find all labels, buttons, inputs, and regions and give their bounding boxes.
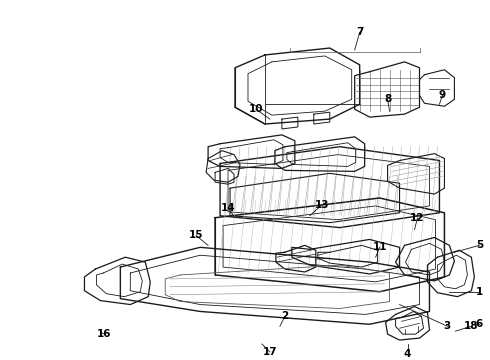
Text: 13: 13	[315, 200, 329, 210]
Text: 4: 4	[404, 349, 411, 359]
Text: 14: 14	[220, 203, 235, 213]
Text: 11: 11	[372, 242, 387, 252]
Text: 17: 17	[263, 347, 277, 357]
Text: 2: 2	[281, 311, 289, 321]
Text: 6: 6	[476, 319, 483, 329]
Text: 7: 7	[356, 27, 364, 37]
Text: 1: 1	[476, 287, 483, 297]
Text: 12: 12	[410, 213, 425, 223]
Text: 9: 9	[439, 90, 446, 100]
Text: 8: 8	[384, 94, 391, 104]
Text: 18: 18	[464, 321, 479, 331]
Text: 10: 10	[249, 104, 263, 114]
Text: 3: 3	[444, 321, 451, 331]
Text: 16: 16	[97, 329, 112, 339]
Text: 5: 5	[476, 240, 483, 250]
Text: 15: 15	[189, 230, 203, 240]
